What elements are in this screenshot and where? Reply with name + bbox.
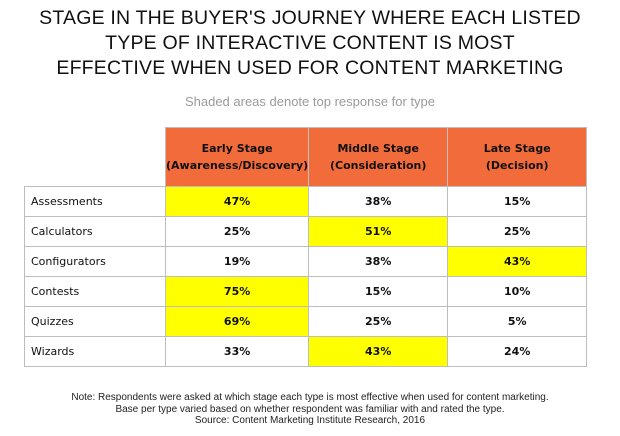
table-row: Quizzes 69% 25% 5% [24,306,588,337]
data-table: Early Stage (Awareness/Discovery) Middle… [24,127,588,367]
value-cell: 25% [308,306,449,337]
title-line-2: TYPE OF INTERACTIVE CONTENT IS MOST [105,32,515,54]
column-header-middle-line2: (Consideration) [329,159,427,172]
row-label: Quizzes [24,306,166,337]
title-line-1: STAGE IN THE BUYER'S JOURNEY WHERE EACH … [39,7,581,29]
column-header-early: Early Stage (Awareness/Discovery) [164,127,310,187]
chart-title: STAGE IN THE BUYER'S JOURNEY WHERE EACH … [0,6,620,81]
title-line-3: EFFECTIVE WHEN USED FOR CONTENT MARKETIN… [56,57,564,79]
value-cell: 25% [164,216,310,247]
table-row: Assessments 47% 38% 15% [24,186,588,217]
value-cell: 33% [164,336,310,367]
footnote: Note: Respondents were asked at which st… [0,392,620,427]
column-header-early-line2: (Awareness/Discovery) [166,159,309,172]
footnote-line-2: Base per type varied based on whether re… [115,403,505,415]
header-corner [24,127,166,187]
value-cell: 24% [447,336,588,367]
value-cell: 5% [447,306,588,337]
value-cell: 43% [447,246,588,277]
column-header-middle-line1: Middle Stage [337,142,419,155]
value-cell: 69% [164,306,310,337]
row-label: Contests [24,276,166,307]
value-cell: 75% [164,276,310,307]
header-row: Early Stage (Awareness/Discovery) Middle… [24,127,588,187]
table-row: Configurators 19% 38% 43% [24,246,588,277]
value-cell: 15% [308,276,449,307]
column-header-early-line1: Early Stage [201,142,273,155]
row-label: Configurators [24,246,166,277]
value-cell: 43% [308,336,449,367]
value-cell: 19% [164,246,310,277]
table-row: Contests 75% 15% 10% [24,276,588,307]
value-cell: 10% [447,276,588,307]
chart-subtitle: Shaded areas denote top response for typ… [184,94,436,109]
footnote-line-1: Note: Respondents were asked at which st… [71,392,549,403]
value-cell: 15% [447,186,588,217]
column-header-middle: Middle Stage (Consideration) [308,127,449,187]
value-cell: 38% [308,246,449,277]
value-cell: 25% [447,216,588,247]
value-cell: 51% [308,216,449,247]
value-cell: 47% [164,186,310,217]
row-label: Assessments [24,186,166,217]
row-label: Calculators [24,216,166,247]
column-header-late-line1: Late Stage [483,142,551,155]
row-label: Wizards [24,336,166,367]
footnote-line-3: Source: Content Marketing Institute Rese… [194,415,426,426]
table-row: Calculators 25% 51% 25% [24,216,588,247]
column-header-late-line2: (Decision) [485,159,549,172]
column-header-late: Late Stage (Decision) [447,127,588,187]
table-row: Wizards 33% 43% 24% [24,336,588,367]
value-cell: 38% [308,186,449,217]
